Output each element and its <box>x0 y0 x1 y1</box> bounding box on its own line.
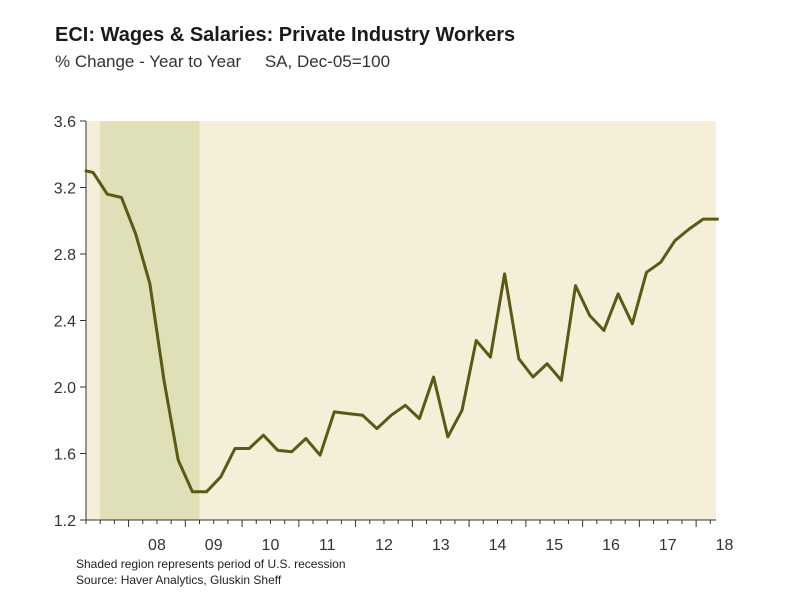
chart-title: ECI: Wages & Salaries: Private Industry … <box>55 24 516 46</box>
y-tick-label: 1.6 <box>54 447 76 464</box>
chart-subtitle: % Change - Year to Year SA, Dec-05=100 <box>55 52 391 71</box>
y-tick-label: 2.4 <box>54 314 76 331</box>
recession-note: Shaded region represents period of U.S. … <box>76 557 346 571</box>
recession-band <box>100 121 200 520</box>
x-tick-label: 09 <box>205 537 223 554</box>
x-tick-label: 12 <box>375 537 393 554</box>
x-tick-label: 14 <box>489 537 507 554</box>
x-tick-label: 15 <box>545 537 563 554</box>
y-tick-label: 3.6 <box>54 114 76 131</box>
x-tick-label: 10 <box>262 537 280 554</box>
y-tick-label: 3.2 <box>54 181 76 198</box>
series-line <box>84 169 719 494</box>
x-tick-label: 13 <box>432 537 450 554</box>
y-tick-label: 1.2 <box>54 513 76 530</box>
x-tick-label: 17 <box>659 537 677 554</box>
x-tick-label: 11 <box>319 537 336 554</box>
y-tick-label: 2.0 <box>54 380 76 397</box>
x-tick-label: 18 <box>716 537 734 554</box>
y-tick-label: 2.8 <box>54 247 76 264</box>
chart-notes: Shaded region represents period of U.S. … <box>76 556 346 588</box>
source-note: Source: Haver Analytics, Gluskin Sheff <box>76 573 282 587</box>
x-tick-label: 16 <box>602 537 620 554</box>
x-tick-label: 08 <box>148 537 166 554</box>
